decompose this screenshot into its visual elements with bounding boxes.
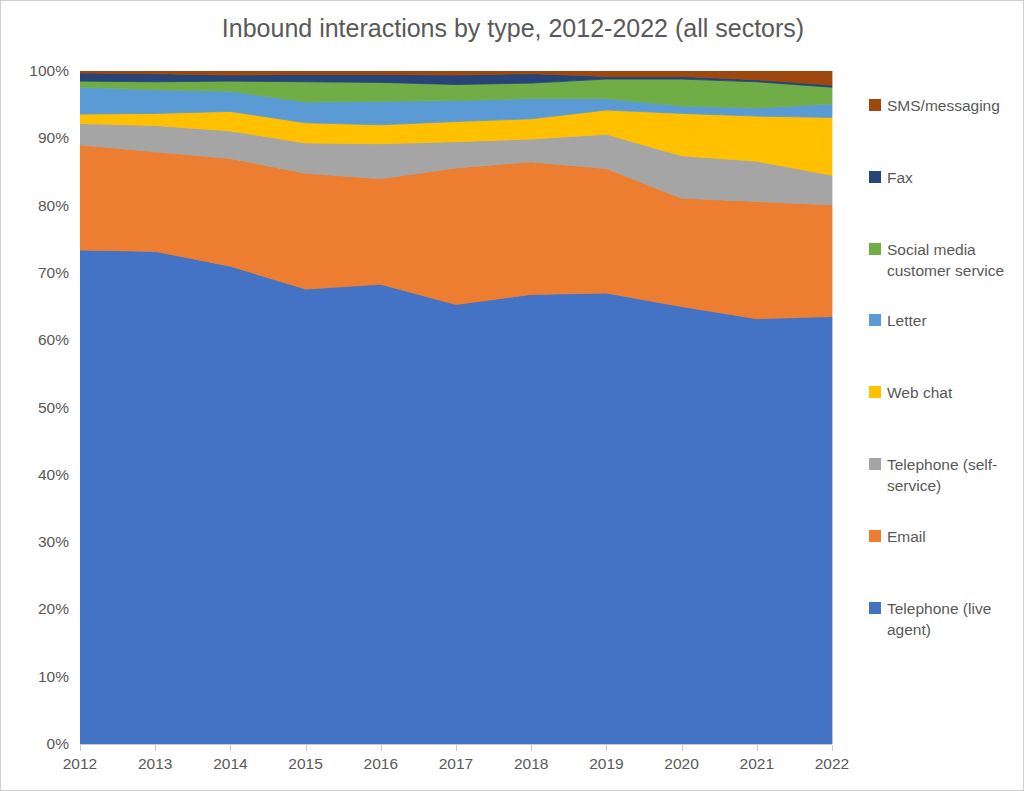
y-axis-tick-label: 90% bbox=[17, 129, 69, 147]
y-axis-tick-label: 10% bbox=[17, 668, 69, 686]
x-axis-tick-label: 2015 bbox=[276, 755, 336, 773]
x-axis-tick bbox=[230, 745, 231, 751]
legend-label: Fax bbox=[887, 167, 1021, 188]
x-axis-tick-label: 2021 bbox=[727, 755, 787, 773]
y-axis-tick-label: 20% bbox=[17, 600, 69, 618]
area-series-telephone-live-agent bbox=[80, 250, 832, 744]
x-axis-tick-label: 2020 bbox=[652, 755, 712, 773]
y-axis-tick-label: 100% bbox=[17, 62, 69, 80]
x-axis-tick-label: 2013 bbox=[125, 755, 185, 773]
legend-swatch-icon bbox=[869, 243, 881, 255]
x-axis-tick bbox=[155, 745, 156, 751]
legend-swatch-icon bbox=[869, 458, 881, 470]
legend-label: Letter bbox=[887, 310, 1021, 331]
legend-swatch-icon bbox=[869, 386, 881, 398]
legend-item: Telephone (live agent) bbox=[869, 598, 1021, 640]
x-axis-tick-label: 2016 bbox=[351, 755, 411, 773]
x-axis-tick-label: 2014 bbox=[200, 755, 260, 773]
y-axis-tick-label: 0% bbox=[17, 735, 69, 753]
x-axis-tick bbox=[832, 745, 833, 751]
legend-label: Telephone (self-service) bbox=[887, 454, 1021, 496]
y-axis-tick-label: 30% bbox=[17, 533, 69, 551]
chart-frame: Inbound interactions by type, 2012-2022 … bbox=[0, 0, 1024, 791]
legend-label: Web chat bbox=[887, 382, 1021, 403]
legend-item: Fax bbox=[869, 167, 1021, 188]
legend-label: SMS/messaging bbox=[887, 95, 1021, 116]
x-axis-tick bbox=[682, 745, 683, 751]
legend-item: Web chat bbox=[869, 382, 1021, 403]
legend-label: Social media customer service bbox=[887, 239, 1021, 281]
legend-item: Social media customer service bbox=[869, 239, 1021, 281]
x-axis-tick-label: 2017 bbox=[426, 755, 486, 773]
legend-label: Email bbox=[887, 526, 1021, 547]
x-axis-tick-label: 2019 bbox=[576, 755, 636, 773]
legend-swatch-icon bbox=[869, 314, 881, 326]
y-axis-tick-label: 40% bbox=[17, 466, 69, 484]
x-axis-tick-label: 2012 bbox=[50, 755, 110, 773]
x-axis-tick bbox=[306, 745, 307, 751]
x-axis-tick bbox=[381, 745, 382, 751]
chart-title: Inbound interactions by type, 2012-2022 … bbox=[1, 14, 1024, 43]
x-axis-tick bbox=[80, 745, 81, 751]
legend-swatch-icon bbox=[869, 99, 881, 111]
y-axis-tick-label: 50% bbox=[17, 399, 69, 417]
legend-item: SMS/messaging bbox=[869, 95, 1021, 116]
x-axis-tick bbox=[757, 745, 758, 751]
legend-item: Letter bbox=[869, 310, 1021, 331]
x-axis-tick bbox=[456, 745, 457, 751]
legend-swatch-icon bbox=[869, 171, 881, 183]
legend-item: Telephone (self-service) bbox=[869, 454, 1021, 496]
y-axis-tick-label: 60% bbox=[17, 331, 69, 349]
legend-swatch-icon bbox=[869, 602, 881, 614]
x-axis-tick bbox=[531, 745, 532, 751]
stacked-area-plot bbox=[80, 71, 833, 745]
y-axis-tick-label: 70% bbox=[17, 264, 69, 282]
y-axis-tick-label: 80% bbox=[17, 197, 69, 215]
x-axis-tick-label: 2018 bbox=[501, 755, 561, 773]
x-axis-tick bbox=[606, 745, 607, 751]
legend-item: Email bbox=[869, 526, 1021, 547]
legend-swatch-icon bbox=[869, 530, 881, 542]
x-axis-tick-label: 2022 bbox=[802, 755, 862, 773]
legend-label: Telephone (live agent) bbox=[887, 598, 1021, 640]
